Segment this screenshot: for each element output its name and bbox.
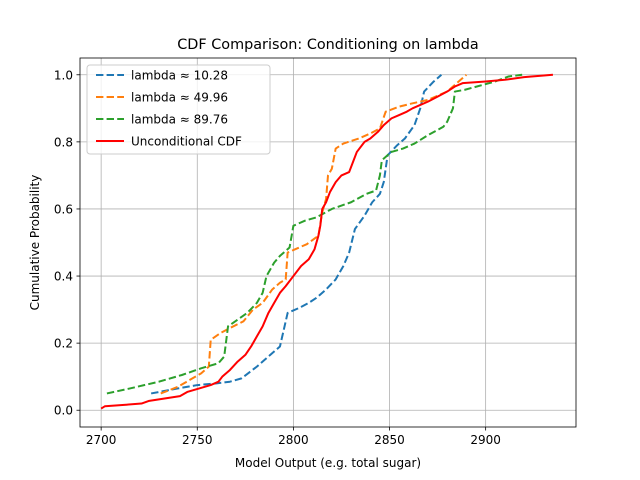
legend-label-2: lambda ≈ 49.96 — [131, 91, 228, 105]
grid-lines — [80, 58, 576, 427]
series-lines — [100, 73, 554, 410]
legend-box — [86, 64, 271, 155]
y-tick-label: 0.4 — [54, 270, 73, 284]
legend-label-3: lambda ≈ 89.76 — [131, 113, 228, 127]
y-tick-label: 1.0 — [54, 68, 73, 82]
x-tick-label: 2900 — [470, 433, 501, 447]
x-tick-label: 2800 — [278, 433, 309, 447]
legend: lambda ≈ 10.28 lambda ≈ 49.96 lambda ≈ 89.… — [86, 64, 271, 155]
series-line-4 — [100, 73, 554, 410]
y-axis-label: Cumulative Probability — [28, 175, 42, 311]
x-axis-label: Model Output (e.g. total sugar) — [235, 456, 421, 470]
y-tick-label: 0.6 — [54, 202, 73, 216]
axis-ticks: 2700 2750 2800 2850 2900 0.0 0.2 0.4 0.6 0.8 1.0 — [54, 68, 501, 447]
series-line-3 — [106, 73, 523, 395]
plot-frame — [79, 57, 577, 428]
y-tick-label: 0.0 — [54, 404, 73, 418]
x-tick-label: 2750 — [182, 433, 213, 447]
x-tick-label: 2700 — [86, 433, 117, 447]
x-tick-label: 2850 — [374, 433, 405, 447]
legend-label-4: Unconditional CDF — [131, 135, 242, 149]
y-tick-label: 0.8 — [54, 135, 73, 149]
series-line-2 — [160, 74, 468, 395]
chart-title: CDF Comparison: Conditioning on lambda — [177, 37, 479, 53]
y-tick-label: 0.2 — [54, 337, 73, 351]
legend-label-1: lambda ≈ 10.28 — [131, 69, 228, 83]
series-line-1 — [150, 74, 443, 395]
